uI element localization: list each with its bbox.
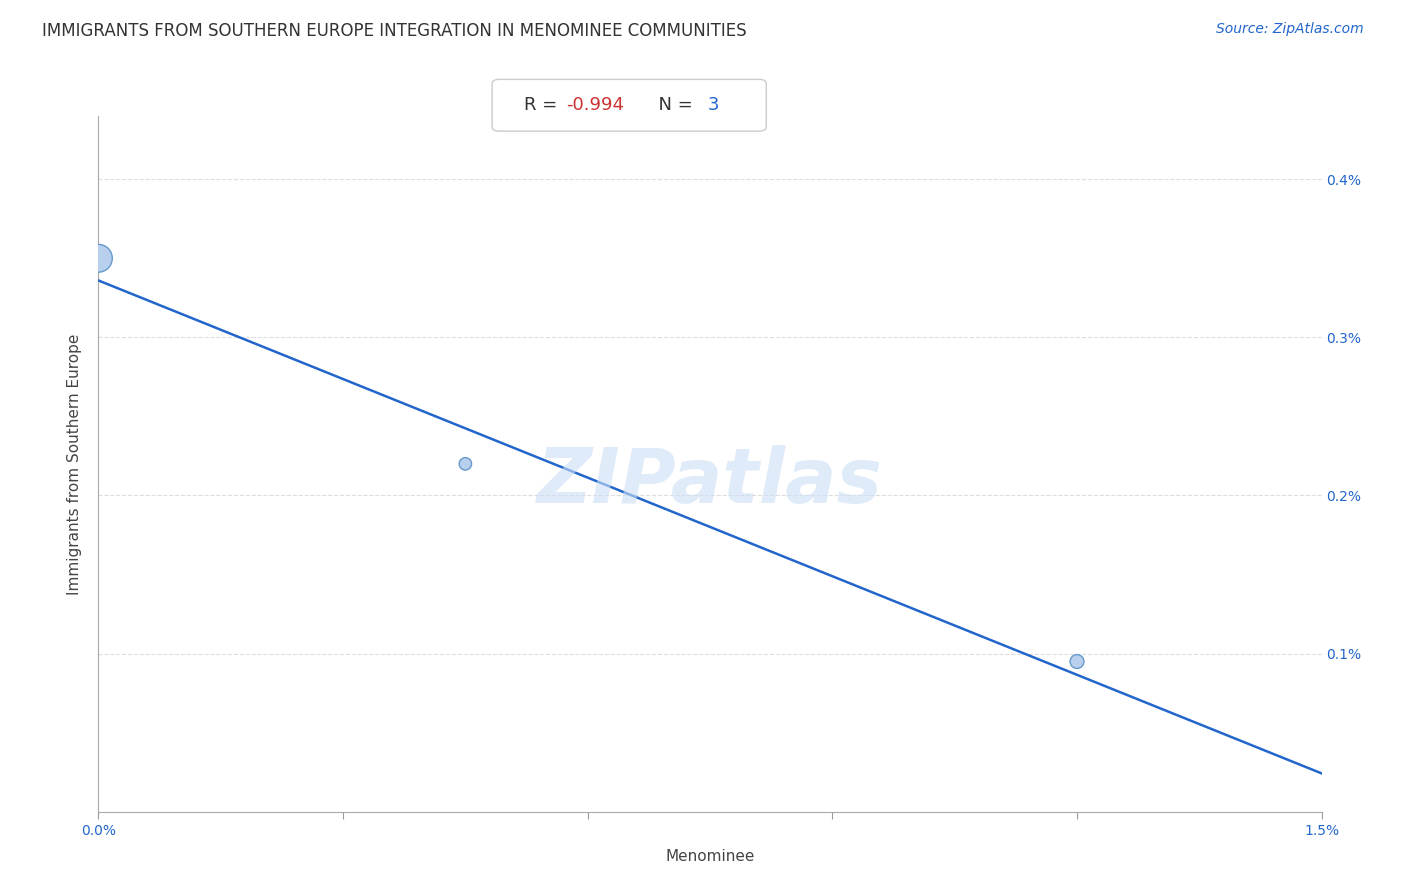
Text: ZIPatlas: ZIPatlas (537, 445, 883, 518)
Point (1066, 655, 1088, 669)
Text: IMMIGRANTS FROM SOUTHERN EUROPE INTEGRATION IN MENOMINEE COMMUNITIES: IMMIGRANTS FROM SOUTHERN EUROPE INTEGRAT… (42, 22, 747, 40)
Text: 3: 3 (707, 96, 718, 114)
X-axis label: Menominee: Menominee (665, 848, 755, 863)
Text: R =: R = (524, 96, 564, 114)
Text: -0.994: -0.994 (567, 96, 624, 114)
Point (87, 252, 110, 266)
Text: Source: ZipAtlas.com: Source: ZipAtlas.com (1216, 22, 1364, 37)
FancyBboxPatch shape (492, 79, 766, 131)
Point (454, 457, 477, 471)
Text: N =: N = (647, 96, 699, 114)
Y-axis label: Immigrants from Southern Europe: Immigrants from Southern Europe (67, 333, 83, 595)
